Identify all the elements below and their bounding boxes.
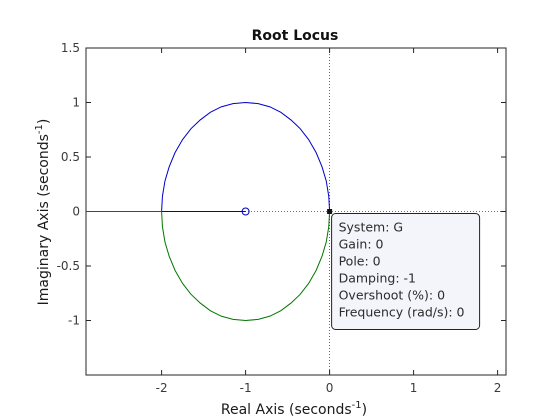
y-tick-label: 1 [72,96,80,110]
datatip-box [331,213,481,330]
x-tick-label: 0 [326,381,334,395]
y-tick-label: 1.5 [61,41,80,55]
x-tick-label: -2 [156,381,168,395]
datatip-line: Damping: -1 [339,271,416,286]
datatip-line: System: G [339,220,403,235]
y-tick-label: -1 [68,314,80,328]
locus-branch-1 [161,101,331,212]
datatip-line: Gain: 0 [339,237,384,252]
y-tick-label: 0.5 [61,150,80,164]
y-tick-label: 0 [72,205,80,219]
selected-point-marker [327,209,333,214]
plot-area[interactable]: -2 -1 0 1 2 1.5 1 0.5 0 -0.5 -1 System: G Gain: 0 Pol… [57,41,507,395]
datatip[interactable]: System: G Gain: 0 Pole: 0 Damping: -1 Oversh… [331,213,481,330]
y-tick-label: -0.5 [57,259,80,273]
zero-marker [241,207,250,216]
datatip-line: Frequency (rad/s): 0 [339,305,465,320]
locus-branch-2 [86,211,331,322]
datatip-line: Pole: 0 [339,254,381,269]
x-tick-label: 2 [494,381,502,395]
x-tick-label: -1 [240,381,252,395]
x-tick-label: 1 [410,381,418,395]
y-axis-label: Imaginary Axis (seconds-1) [34,119,52,306]
datatip-line: Overshoot (%): 0 [339,288,445,303]
chart-title: Root Locus [252,28,339,44]
x-axis-label: Real Axis (seconds-1) [221,400,367,418]
